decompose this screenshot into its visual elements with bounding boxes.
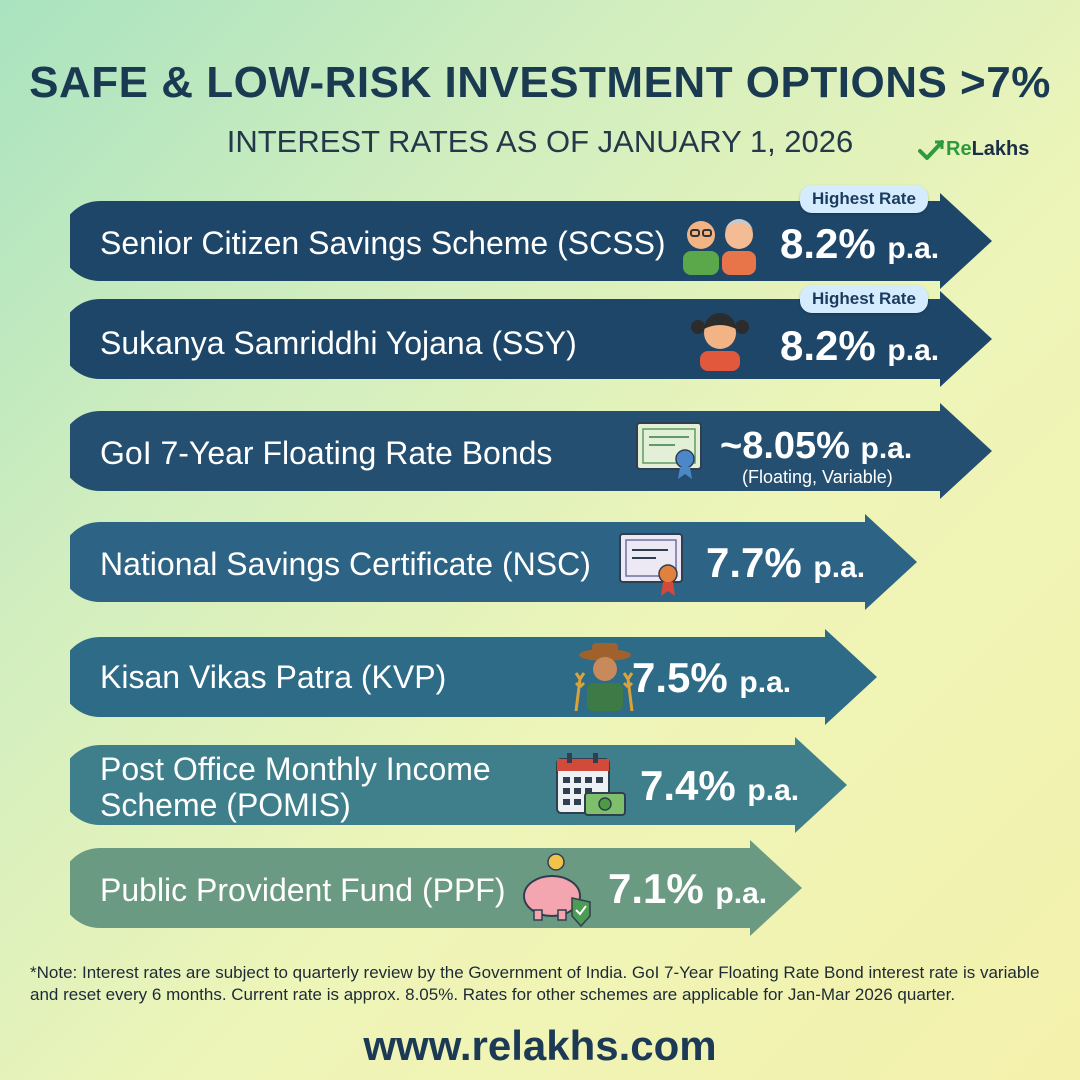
footnote: *Note: Interest rates are subject to qua… [30,963,1040,1004]
rate-value: 7.1% [608,865,704,912]
rate-note: (Floating, Variable) [742,467,893,487]
highest-rate-badge: Highest Rate [800,285,928,313]
arrow-banner [70,629,877,725]
rate-unit: p.a. [813,551,866,584]
senior-couple-icon [683,219,756,275]
check-arrow-icon [918,139,944,160]
rate-value: ~8.05% [720,425,850,467]
rate-value: 7.7% [706,539,802,586]
arrow-banner [70,840,802,936]
bond-certificate-icon [636,422,702,479]
certificate-icon [619,533,683,596]
scheme-name-line1: Post Office Monthly Income [100,751,491,787]
scheme-rate: ~8.05% p.a. [720,423,912,472]
scheme-name: Kisan Vikas Patra (KVP) [100,659,447,695]
relakhs-logo: Re Lakhs [918,138,1029,161]
scheme-name: GoI 7-Year Floating Rate Bonds [100,435,553,471]
farmer-icon [574,643,634,712]
page-title: SAFE & LOW-RISK INVESTMENT OPTIONS >7% [29,58,1051,107]
piggy-bank-shield-icon [523,853,591,928]
rate-unit: p.a. [887,232,940,265]
calendar-money-icon [556,753,626,816]
arrow-banner [70,291,992,387]
scheme-rate: 7.4% p.a. [640,763,799,814]
rate-value: 8.2% [780,322,876,369]
rate-unit: p.a. [715,877,768,910]
rate-value: 7.4% [640,762,736,809]
scheme-rate: 7.5% p.a. [632,655,791,706]
scheme-name-line2: Scheme (POMIS) [100,787,351,823]
scheme-rate: 7.1% p.a. [608,866,767,917]
scheme-name: Public Provident Fund (PPF) [100,872,506,908]
highest-rate-badge: Highest Rate [800,185,928,213]
rate-value: 8.2% [780,220,876,267]
arrow-banner [70,403,992,499]
arrow-banner [70,514,917,610]
scheme-rate: 7.7% p.a. [706,540,865,591]
scheme-rate: 8.2% p.a. [780,221,939,272]
scheme-rate: 8.2% p.a. [780,323,939,374]
rate-unit: p.a. [887,334,940,367]
rate-unit: p.a. [739,666,792,699]
arrow-banner [70,193,992,289]
rate-unit: p.a. [860,432,913,465]
girl-icon [691,313,749,371]
rate-value: 7.5% [632,654,728,701]
logo-suffix: Lakhs [971,138,1030,160]
page-subtitle: INTEREST RATES AS OF JANUARY 1, 2026 [226,124,854,159]
scheme-name: Sukanya Samriddhi Yojana (SSY) [100,325,577,361]
website-link[interactable]: www.relakhs.com [363,1022,717,1069]
scheme-name: National Savings Certificate (NSC) [100,546,591,582]
rate-unit: p.a. [747,774,800,807]
arrow-banner [70,737,847,833]
scheme-name: Senior Citizen Savings Scheme (SCSS) [100,225,666,261]
logo-prefix: Re [946,138,972,160]
